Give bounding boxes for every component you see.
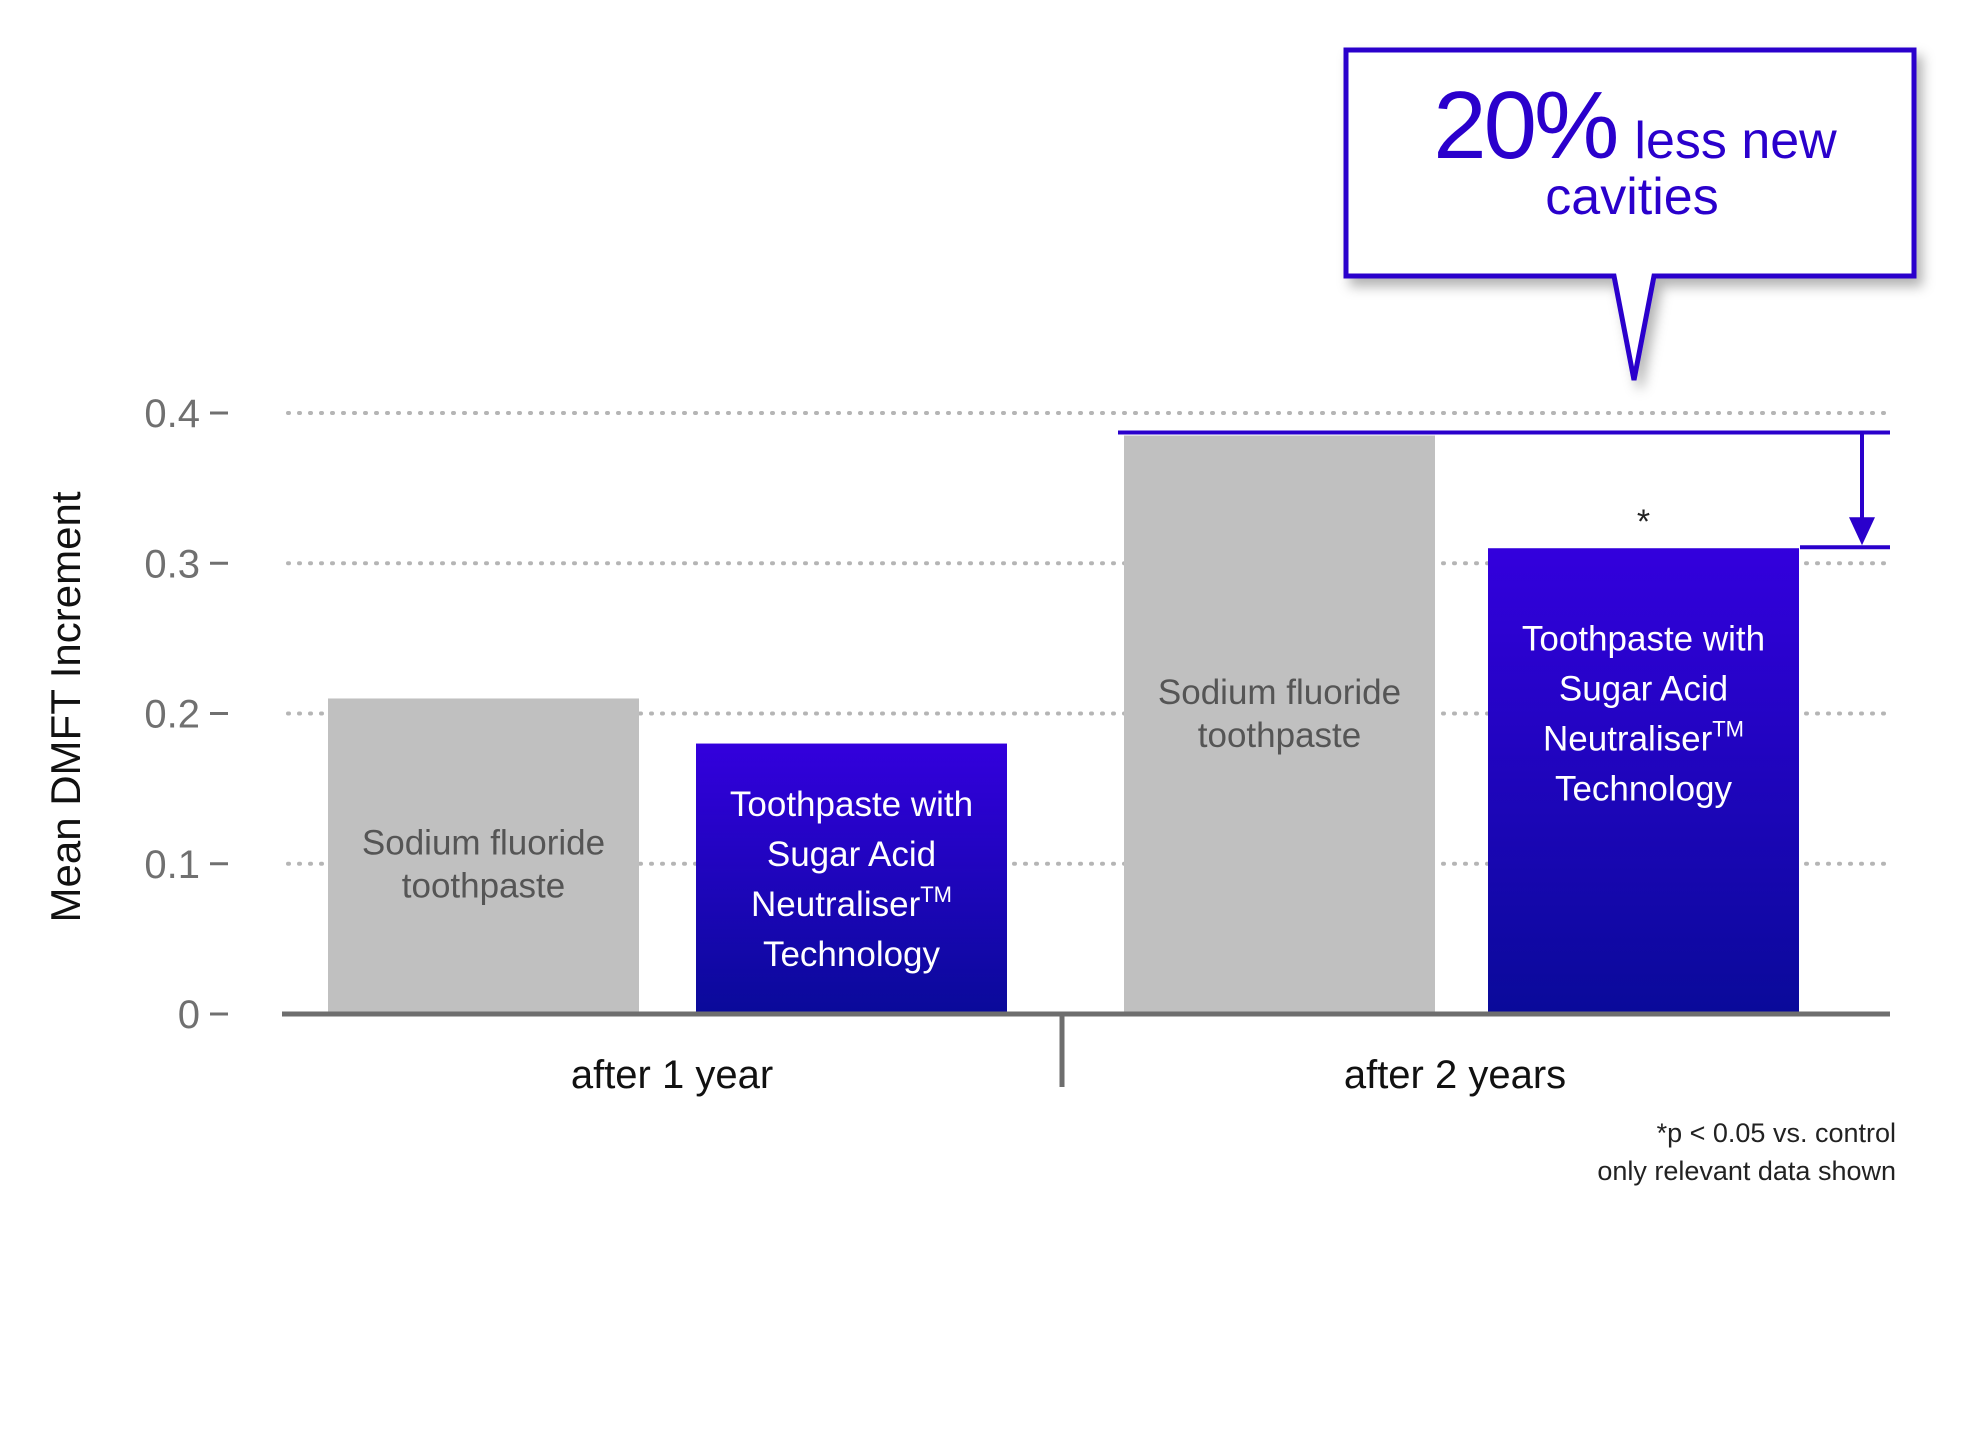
category-labels: after 1 year after 2 years xyxy=(571,1053,1566,1097)
callout-headline: 20% less new xyxy=(1433,72,1837,179)
bar-label: Sodium fluoride xyxy=(1158,673,1401,712)
footnote-significance: *p < 0.05 vs. control xyxy=(1657,1118,1896,1148)
y-tick-label: 0 xyxy=(178,993,200,1037)
bars: Sodium fluoride toothpaste Toothpaste with… xyxy=(328,435,1799,1013)
bar-sugar-acid-neutraliser xyxy=(696,743,1007,1012)
bar-label: Technology xyxy=(763,935,941,974)
footnote-data-note: only relevant data shown xyxy=(1597,1156,1896,1186)
bar-label: Sugar Acid xyxy=(767,835,936,874)
x-category-label: after 2 years xyxy=(1344,1053,1566,1097)
difference-annotation: * xyxy=(1118,430,1890,550)
callout-box: 20% less new cavities xyxy=(1343,47,1917,381)
bar-sodium-fluoride xyxy=(328,698,639,1012)
bar-sodium-fluoride xyxy=(1124,435,1435,1013)
bar-label: Sugar Acid xyxy=(1559,670,1728,709)
annotation-arrow-head xyxy=(1849,517,1875,546)
trademark-mark: TM xyxy=(1712,717,1744,742)
bar-label: NeutraliserTM xyxy=(1543,717,1744,759)
y-tick-label: 0.3 xyxy=(144,542,200,586)
bar-label: toothpaste xyxy=(402,866,565,905)
callout-percent: 20% xyxy=(1433,72,1616,179)
y-axis-ticks: 0 0.1 0.2 0.3 0.4 xyxy=(144,392,228,1037)
callout-line2: cavities xyxy=(1545,168,1718,226)
y-tick-label: 0.1 xyxy=(144,843,200,887)
significance-asterisk: * xyxy=(1637,503,1650,541)
callout-line1: less new xyxy=(1634,112,1837,170)
x-axis xyxy=(282,1011,1890,1087)
trademark-mark: TM xyxy=(920,882,952,907)
y-tick-label: 0.4 xyxy=(144,392,200,436)
bar-label: Technology xyxy=(1555,770,1733,809)
x-category-label: after 1 year xyxy=(571,1053,773,1097)
bar-sugar-acid-neutraliser xyxy=(1488,548,1799,1012)
y-tick-label: 0.2 xyxy=(144,693,200,737)
bar-label: NeutraliserTM xyxy=(751,882,952,924)
bar-label: Toothpaste with xyxy=(1522,620,1765,659)
bar-label: Toothpaste with xyxy=(730,785,973,824)
y-axis-label: Mean DMFT Increment xyxy=(42,491,89,922)
callout-bubble xyxy=(1343,47,1917,381)
bar-label: Sodium fluoride xyxy=(362,823,605,862)
bar-label: toothpaste xyxy=(1198,716,1361,755)
